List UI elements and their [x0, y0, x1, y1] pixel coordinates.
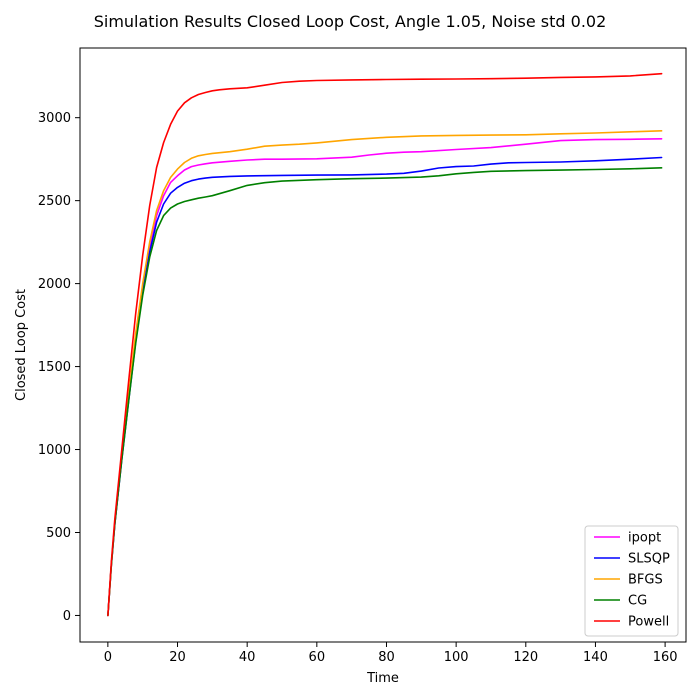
legend: ipopt SLSQP BFGS CG Powell [584, 525, 679, 637]
legend-label-cg: CG [628, 594, 647, 609]
legend-items: ipopt SLSQP BFGS CG Powell [594, 531, 670, 630]
legend-label-ipopt: ipopt [628, 531, 661, 546]
x-axis-label: Time [366, 671, 399, 686]
x-tick-label: 140 [583, 650, 608, 665]
chart-title: Simulation Results Closed Loop Cost, Ang… [94, 12, 607, 31]
x-tick-label: 80 [378, 650, 395, 665]
series-line-powell [107, 72, 663, 617]
x-axis: 0 20 40 60 80 100 120 140 160 [104, 642, 678, 665]
y-tick-label: 1000 [38, 443, 71, 458]
legend-label-slsqp: SLSQP [628, 552, 670, 567]
legend-label-bfgs: BFGS [628, 573, 663, 588]
y-tick-label: 1500 [38, 360, 71, 375]
series-layer [107, 72, 663, 617]
legend-label-powell: Powell [628, 615, 669, 630]
y-tick-label: 2000 [38, 277, 71, 292]
plot-area [79, 47, 687, 643]
y-tick-label: 3000 [38, 111, 71, 126]
series-line-bfgs [107, 130, 663, 617]
y-tick-label: 2500 [38, 194, 71, 209]
x-tick-label: 60 [309, 650, 326, 665]
x-tick-label: 20 [169, 650, 186, 665]
x-tick-label: 40 [239, 650, 256, 665]
legend-box [584, 525, 679, 637]
series-line-cg [107, 167, 663, 617]
x-tick-label: 0 [104, 650, 112, 665]
x-tick-label: 160 [653, 650, 678, 665]
plot-frame [79, 47, 687, 643]
y-axis: 0 500 1000 1500 2000 2500 3000 [38, 111, 80, 624]
y-tick-label: 500 [46, 526, 71, 541]
y-tick-label: 0 [63, 609, 71, 624]
y-axis-label: Closed Loop Cost [14, 289, 29, 401]
x-tick-label: 120 [513, 650, 538, 665]
x-tick-label: 100 [444, 650, 469, 665]
